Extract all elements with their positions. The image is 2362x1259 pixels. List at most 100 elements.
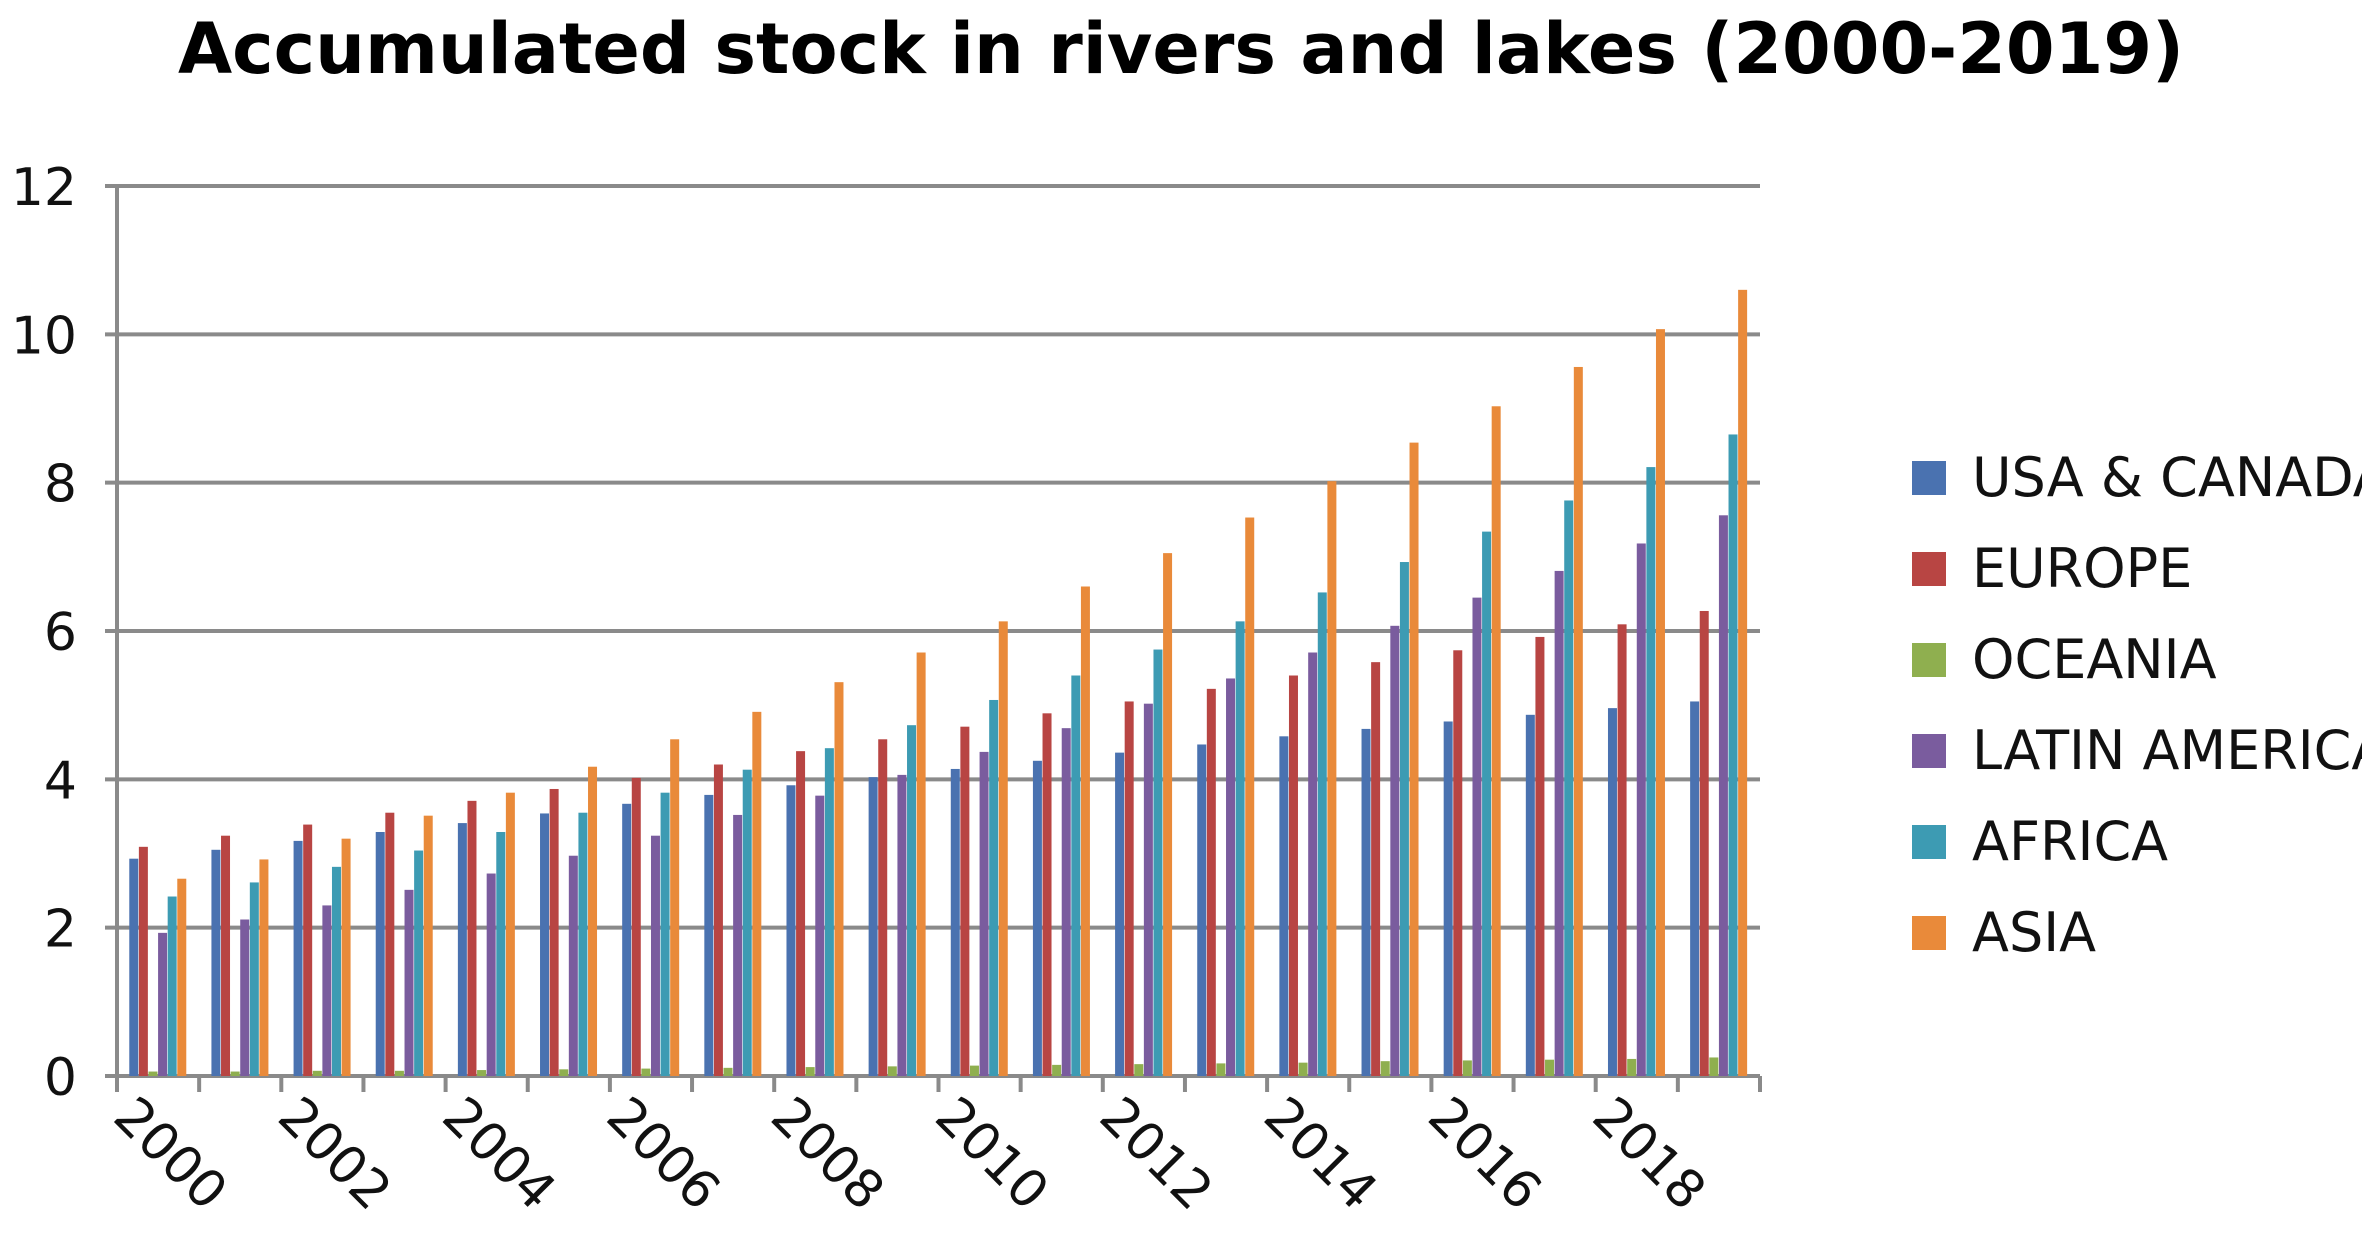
legend-label: ASIA (1972, 901, 2097, 964)
bar (1636, 543, 1646, 1076)
bar (1627, 1058, 1637, 1076)
bar (1163, 553, 1173, 1076)
bar (1052, 1064, 1062, 1076)
x-tick-label: 2008 (759, 1086, 895, 1222)
y-tick-label: 12 (11, 158, 77, 218)
bar (331, 866, 341, 1076)
x-tick-label: 2000 (102, 1086, 238, 1222)
x-tick-label: 2004 (431, 1086, 567, 1222)
bar (713, 764, 723, 1076)
legend-swatch (1912, 551, 1946, 586)
bar (259, 859, 269, 1076)
bar (979, 751, 989, 1076)
bar (660, 792, 670, 1076)
bar (129, 858, 139, 1076)
y-tick-label: 8 (44, 455, 77, 515)
x-tick-label: 2006 (595, 1086, 731, 1222)
legend-label: LATIN AMERICA (1972, 719, 2362, 782)
bar (834, 682, 844, 1076)
bar (1235, 621, 1245, 1076)
bar (467, 800, 477, 1076)
bar (568, 855, 578, 1076)
bar (723, 1067, 733, 1076)
chart-title: Accumulated stock in rivers and lakes (2… (177, 8, 2185, 90)
bar (1690, 701, 1700, 1076)
bar (1206, 688, 1216, 1076)
bar (1409, 442, 1419, 1076)
bar (1380, 1061, 1390, 1076)
legend-item: EUROPE (1912, 523, 2362, 614)
bar (1371, 662, 1381, 1076)
bar (322, 905, 332, 1076)
bar (1327, 481, 1337, 1076)
bar (414, 850, 424, 1076)
legend-swatch (1912, 915, 1946, 950)
bar (1462, 1060, 1472, 1076)
bar (1472, 597, 1482, 1076)
legend-label: EUROPE (1972, 537, 2193, 600)
bar (805, 1067, 815, 1076)
bar (1216, 1063, 1226, 1076)
bar (1491, 406, 1501, 1076)
bar (1390, 625, 1400, 1076)
bar (824, 748, 834, 1076)
bar (1443, 721, 1453, 1076)
bar (549, 788, 559, 1076)
bar (240, 919, 250, 1076)
x-tick-label: 2016 (1416, 1086, 1552, 1222)
bar (1042, 713, 1052, 1076)
bar (477, 1070, 487, 1076)
bar (950, 768, 960, 1076)
bar (878, 739, 888, 1076)
bar (394, 1070, 404, 1076)
bar (375, 831, 385, 1076)
bar (423, 815, 433, 1076)
legend-swatch (1912, 824, 1946, 859)
bar (742, 769, 752, 1076)
bar (1361, 728, 1371, 1076)
bar (868, 777, 878, 1076)
bar (167, 896, 177, 1076)
y-tick-label: 4 (44, 751, 77, 811)
bar (1153, 649, 1163, 1076)
bar (1032, 760, 1042, 1076)
bar (960, 726, 970, 1076)
bar (312, 1070, 322, 1076)
bar (559, 1069, 569, 1076)
bar (1554, 570, 1564, 1076)
x-tick-label: 2010 (924, 1086, 1060, 1222)
bar (505, 792, 515, 1076)
y-tick-label: 0 (44, 1048, 77, 1108)
bar (1399, 562, 1409, 1076)
bar (1308, 652, 1318, 1076)
bar (1564, 500, 1574, 1076)
bar (249, 882, 259, 1076)
bar (1573, 366, 1583, 1076)
bar (457, 823, 467, 1076)
bar (486, 873, 496, 1076)
bar (704, 794, 714, 1076)
bar (796, 751, 806, 1076)
bar (341, 838, 351, 1076)
bar (158, 932, 168, 1076)
x-tick-label: 2002 (266, 1086, 402, 1222)
bar (1245, 517, 1255, 1076)
bar (1718, 515, 1728, 1076)
bar (1061, 728, 1071, 1076)
bar (540, 813, 550, 1076)
bar (1728, 434, 1738, 1076)
bar (897, 774, 907, 1076)
bar (1197, 744, 1207, 1076)
bar (1279, 736, 1289, 1076)
legend-label: OCEANIA (1972, 628, 2217, 691)
bar (631, 777, 641, 1076)
bar (1226, 678, 1236, 1076)
legend: USA & CANADA EUROPE OCEANIA LATIN AMERICA AF… (1912, 432, 2362, 978)
legend-item: OCEANIA (1912, 614, 2362, 705)
bar (1617, 624, 1627, 1076)
bar (752, 711, 762, 1076)
y-tick-label: 10 (11, 306, 77, 366)
bar (221, 835, 231, 1076)
bar (733, 814, 743, 1076)
